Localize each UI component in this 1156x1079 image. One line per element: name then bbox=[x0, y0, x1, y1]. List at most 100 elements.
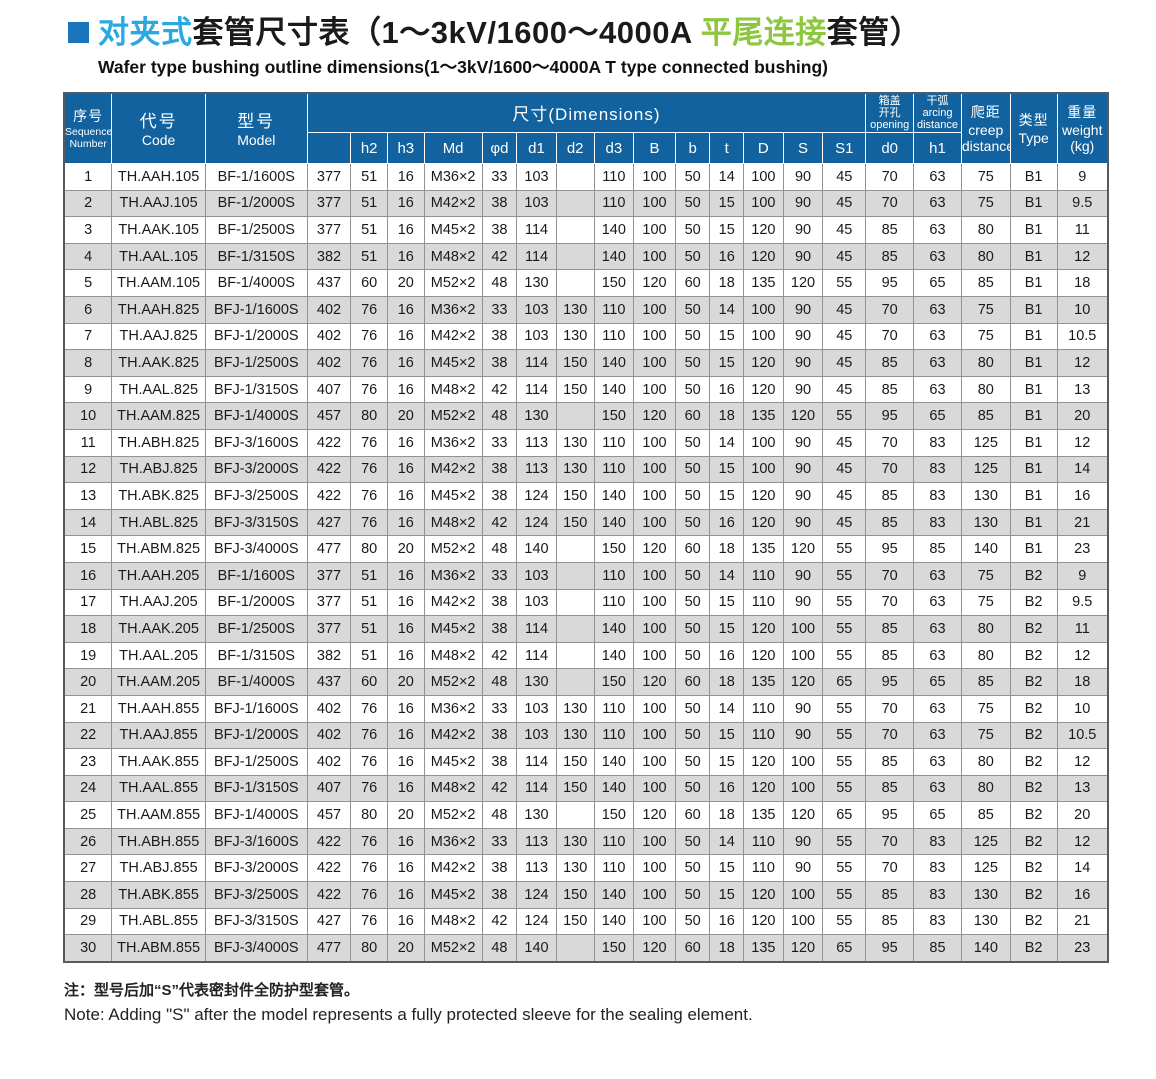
cell-d0: 95 bbox=[865, 934, 915, 963]
cell-D: 120 bbox=[743, 375, 784, 404]
cell-d2: 130 bbox=[555, 694, 595, 723]
cell-model: BFJ-3/4000S bbox=[204, 535, 308, 563]
cell-weight: 14 bbox=[1056, 455, 1109, 484]
cell-B: 100 bbox=[633, 881, 676, 909]
cell-h3: 16 bbox=[387, 455, 425, 484]
cell-seq: 20 bbox=[63, 668, 113, 696]
cell-seq: 16 bbox=[63, 561, 113, 590]
cell-h3: 20 bbox=[387, 668, 425, 696]
cell-D: 110 bbox=[743, 561, 784, 590]
cell-S: 90 bbox=[782, 349, 824, 377]
cell-S: 100 bbox=[782, 907, 824, 936]
cell-D: 100 bbox=[743, 322, 784, 351]
cell-creep: 75 bbox=[960, 189, 1011, 218]
cell-D: 120 bbox=[743, 641, 784, 670]
cell-b: 50 bbox=[674, 349, 711, 377]
cell-phi-d: 48 bbox=[481, 535, 518, 563]
cell-phi-d: 38 bbox=[481, 881, 518, 909]
col-subheader-md: Md bbox=[423, 132, 483, 165]
cell-type: B1 bbox=[1009, 455, 1058, 484]
cell-type: B2 bbox=[1009, 615, 1058, 643]
cell-B: 100 bbox=[633, 482, 676, 510]
dimensions-table: 序号 Sequence Number 代号 Code 型号 Model 尺寸(D… bbox=[63, 91, 1109, 963]
cell-S1: 55 bbox=[822, 827, 867, 856]
cell-seq: 7 bbox=[63, 322, 113, 351]
cell-model: BF-1/1600S bbox=[204, 561, 308, 590]
cell-d3: 110 bbox=[593, 189, 635, 218]
cell-d1: 114 bbox=[516, 774, 557, 803]
cell-d2 bbox=[555, 163, 595, 191]
table-row: 8 TH.AAK.825 BFJ-1/2500S 402 76 16 M45×2 38 114 1… bbox=[63, 349, 1109, 377]
col-subheader-phi-d: φd bbox=[481, 132, 518, 165]
cell-weight: 20 bbox=[1056, 801, 1109, 829]
cell-type: B2 bbox=[1009, 641, 1058, 670]
cell-b: 50 bbox=[674, 482, 711, 510]
cell-h1: 63 bbox=[913, 588, 962, 617]
cell-D: 120 bbox=[743, 482, 784, 510]
col-subheader-h3: h3 bbox=[387, 132, 425, 165]
col-header-sequence-en2: Number bbox=[69, 138, 107, 151]
cell-h2: 76 bbox=[350, 296, 388, 324]
cell-code: TH.AAL.205 bbox=[111, 641, 206, 670]
cell-code: TH.AAM.855 bbox=[111, 801, 206, 829]
cell-creep: 75 bbox=[960, 561, 1011, 590]
cell-d1: 113 bbox=[516, 827, 557, 856]
cell-h1: 85 bbox=[913, 934, 962, 963]
cell-d0: 85 bbox=[865, 216, 915, 244]
cell-h2: 76 bbox=[350, 854, 388, 883]
cell-code: TH.AAK.205 bbox=[111, 615, 206, 643]
cell-h1: 65 bbox=[913, 269, 962, 297]
note-en: Note: Adding "S" after the model represe… bbox=[64, 1004, 753, 1024]
cell-phi-d: 42 bbox=[481, 508, 518, 537]
cell-b: 50 bbox=[674, 455, 711, 484]
cell-S1: 45 bbox=[822, 296, 867, 324]
cell-d2: 130 bbox=[555, 455, 595, 484]
table-row: 4 TH.AAL.105 BF-1/3150S 382 51 16 M48×2 42 114 14… bbox=[63, 242, 1109, 271]
cell-code: TH.ABL.855 bbox=[111, 907, 206, 936]
cell-creep: 75 bbox=[960, 588, 1011, 617]
cell-md: M48×2 bbox=[423, 907, 483, 936]
cell-h: 402 bbox=[306, 296, 352, 324]
cell-B: 100 bbox=[633, 721, 676, 750]
cell-B: 100 bbox=[633, 428, 676, 457]
cell-t: 16 bbox=[709, 508, 745, 537]
cell-h3: 16 bbox=[387, 163, 425, 191]
cell-weight: 18 bbox=[1056, 668, 1109, 696]
cell-h1: 83 bbox=[913, 508, 962, 537]
cell-h: 437 bbox=[306, 269, 352, 297]
cell-h: 422 bbox=[306, 428, 352, 457]
cell-h3: 16 bbox=[387, 216, 425, 244]
cell-h2: 51 bbox=[350, 163, 388, 191]
cell-seq: 12 bbox=[63, 455, 113, 484]
col-header-sequence: 序号 Sequence Number bbox=[63, 92, 113, 165]
cell-t: 18 bbox=[709, 269, 745, 297]
cell-h3: 16 bbox=[387, 322, 425, 351]
cell-creep: 85 bbox=[960, 801, 1011, 829]
cell-S: 90 bbox=[782, 189, 824, 218]
cell-creep: 75 bbox=[960, 163, 1011, 191]
cell-model: BF-1/2000S bbox=[204, 189, 308, 218]
title-main: 套管尺寸表（1～3kV/1600～4000A bbox=[192, 15, 701, 50]
cell-seq: 1 bbox=[63, 163, 113, 191]
cell-weight: 11 bbox=[1056, 216, 1109, 244]
cell-h1: 63 bbox=[913, 189, 962, 218]
cell-t: 15 bbox=[709, 349, 745, 377]
cell-S: 90 bbox=[782, 375, 824, 404]
cell-md: M52×2 bbox=[423, 801, 483, 829]
cell-b: 50 bbox=[674, 428, 711, 457]
cell-creep: 125 bbox=[960, 854, 1011, 883]
cell-S: 90 bbox=[782, 428, 824, 457]
cell-h2: 76 bbox=[350, 455, 388, 484]
cell-h2: 51 bbox=[350, 216, 388, 244]
cell-type: B1 bbox=[1009, 296, 1058, 324]
title-bullet-icon bbox=[68, 22, 89, 43]
col-header-arcing-en1: arcing bbox=[922, 106, 953, 119]
cell-d3: 110 bbox=[593, 588, 635, 617]
cell-d3: 110 bbox=[593, 296, 635, 324]
cell-D: 120 bbox=[743, 242, 784, 271]
table-row: 20 TH.AAM.205 BF-1/4000S 437 60 20 M52×2 48 130 1… bbox=[63, 668, 1109, 696]
cell-md: M36×2 bbox=[423, 827, 483, 856]
cell-b: 50 bbox=[674, 748, 711, 776]
cell-h: 377 bbox=[306, 216, 352, 244]
cell-code: TH.AAH.825 bbox=[111, 296, 206, 324]
